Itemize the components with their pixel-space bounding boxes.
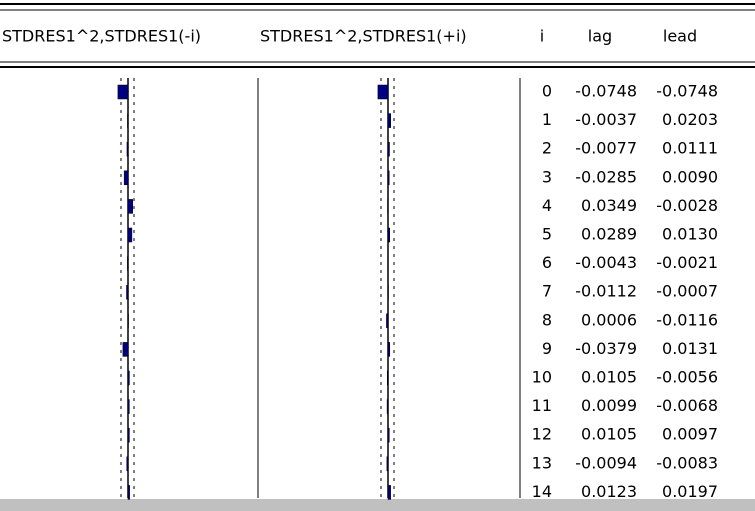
lead-value: 0.0111 [662,139,718,158]
lag-value: 0.0123 [581,482,637,501]
correlation-bar [127,313,129,329]
correlation-bar [127,399,130,414]
lead-value: -0.0056 [656,368,718,387]
lead-value: -0.0021 [656,253,718,272]
correlation-bar [387,427,390,443]
lead-value: 0.0203 [662,110,718,129]
lead-value: -0.0748 [656,82,718,101]
row-index: 9 [542,339,552,358]
lag-value: 0.0006 [581,310,637,329]
lag-value: -0.0043 [575,253,637,272]
lag-value: 0.0105 [581,425,637,444]
lead-value: 0.0097 [662,425,718,444]
correlation-bar [127,427,130,443]
lag-value: -0.0748 [575,82,637,101]
lag-value: -0.0285 [575,167,637,186]
column-header: STDRES1^2,STDRES1(+i) [260,27,467,46]
lead-value: 0.0090 [662,167,718,186]
row-index: 2 [542,139,552,158]
correlation-bar [127,227,133,243]
column-header: lag [588,27,612,46]
lag-value: 0.0105 [581,368,637,387]
correlation-bar [127,256,129,271]
row-index: 13 [532,453,552,472]
scroll-bar[interactable] [0,499,755,511]
correlation-bar [127,485,130,500]
row-index: 11 [532,396,552,415]
correlation-bar [387,256,389,271]
lead-value: -0.0068 [656,396,718,415]
lead-value: -0.0007 [656,282,718,301]
lag-value: -0.0094 [575,453,637,472]
lead-value: -0.0116 [656,310,718,329]
row-index: 5 [542,225,552,244]
correlation-bar [126,456,129,472]
lag-value: -0.0112 [575,282,637,301]
correlation-bar [126,141,129,157]
lag-value: -0.0037 [575,110,637,129]
correlation-bar [386,456,389,472]
correlation-bar [387,170,390,186]
lead-value: 0.0197 [662,482,718,501]
lead-value: 0.0131 [662,339,718,358]
lead-value: -0.0028 [656,196,718,215]
lag-value: -0.0077 [575,139,637,158]
row-index: 3 [542,167,552,186]
column-header: STDRES1^2,STDRES1(-i) [2,27,201,46]
correlation-bar [377,84,389,100]
correlation-bar [387,227,391,243]
row-index: 4 [542,196,552,215]
lag-value: 0.0099 [581,396,637,415]
correlation-bar [127,199,133,214]
column-header: i [540,27,544,46]
lead-value: 0.0130 [662,225,718,244]
row-index: 12 [532,425,552,444]
row-index: 1 [542,110,552,129]
row-index: 6 [542,253,552,272]
row-index: 0 [542,82,552,101]
correlation-bar [126,284,129,300]
correlation-bar [117,84,129,100]
correlation-bar [123,170,129,186]
correlation-bar [387,113,391,128]
correlation-bar [386,313,389,329]
correlation-bar [387,342,391,357]
lead-value: -0.0083 [656,453,718,472]
row-index: 8 [542,310,552,329]
row-index: 7 [542,282,552,301]
lag-value: 0.0289 [581,225,637,244]
lag-value: 0.0349 [581,196,637,215]
correlation-bar [127,370,130,386]
correlation-bar [127,113,129,128]
correlation-bar [387,141,390,157]
correlation-bar [387,284,389,300]
correlation-bar [122,342,129,357]
correlation-bar [386,399,389,414]
correlation-bar [386,370,389,386]
row-index: 14 [532,482,552,501]
lag-value: -0.0379 [575,339,637,358]
correlation-bar [387,199,389,214]
row-index: 10 [532,368,552,387]
column-header: lead [663,27,697,46]
correlation-bar [387,485,391,500]
